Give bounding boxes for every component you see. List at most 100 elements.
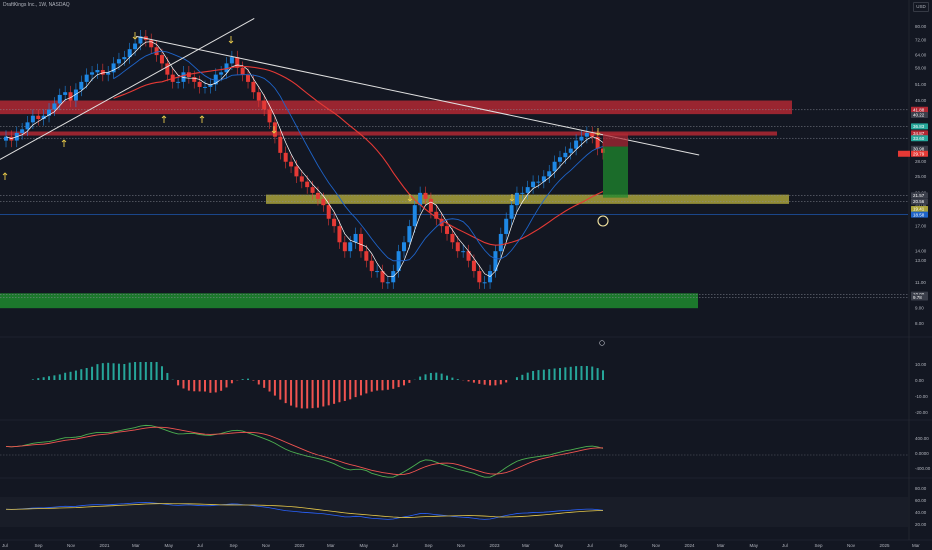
candle-body <box>208 84 213 87</box>
histogram-bar <box>182 380 185 389</box>
histogram-bar <box>542 369 545 380</box>
pivot-arrow-icon <box>595 128 601 136</box>
candle-body <box>278 136 283 153</box>
time-axis-label: May <box>555 543 564 548</box>
histogram-bar <box>295 380 298 408</box>
time-axis-label: Jul <box>587 543 593 548</box>
time-axis-label: Mar <box>912 543 920 548</box>
histogram-bar <box>515 377 518 380</box>
price-axis-label: 8.00 <box>915 321 924 326</box>
price-axis-label: 13.00 <box>915 258 927 263</box>
candle-body <box>224 63 229 73</box>
time-axis-label: Sep <box>35 543 44 548</box>
candle-body <box>493 251 498 272</box>
candle-body <box>310 187 315 193</box>
histogram-bar <box>284 380 287 404</box>
osc1-axis-label: -20.00 <box>915 410 928 415</box>
candle-body <box>20 129 25 133</box>
histogram-bar <box>467 380 470 382</box>
histogram-bar <box>569 366 572 380</box>
histogram-bar <box>376 380 379 391</box>
histogram-bar <box>343 380 346 401</box>
price-tag <box>911 211 928 218</box>
candle-body <box>251 81 256 93</box>
risk-box <box>603 133 628 147</box>
candle-body <box>337 226 342 243</box>
histogram-bar <box>526 372 529 380</box>
candle-body <box>321 198 326 206</box>
candle-body <box>461 251 466 253</box>
rsi-axis-label: 80.00 <box>915 486 927 491</box>
candle-body <box>165 63 170 75</box>
time-axis-label: Sep <box>620 543 629 548</box>
candle-body <box>353 233 358 243</box>
histogram-bar <box>440 373 443 380</box>
histogram-bar <box>64 372 67 380</box>
price-axis-label: 20.00 <box>915 203 927 208</box>
candle-body <box>574 140 579 149</box>
histogram-bar <box>209 380 212 393</box>
price-axis-label: 11.00 <box>915 280 926 285</box>
histogram-bar <box>144 362 147 380</box>
last-price-marker <box>898 150 910 157</box>
histogram-bar <box>532 370 535 380</box>
time-axis-label: Nov <box>847 543 856 548</box>
price-tag <box>911 198 928 205</box>
time-axis-label: 2023 <box>490 543 501 548</box>
price-axis-label: 14.00 <box>915 249 927 254</box>
symbol-title: DraftKings Inc., 1W, NASDAQ <box>3 2 70 8</box>
candle-body <box>412 205 417 227</box>
candle-body <box>283 152 288 162</box>
osc1-axis-label: 0.00 <box>915 378 924 383</box>
histogram-bar <box>575 366 578 380</box>
candle-body <box>267 109 272 123</box>
candle-body <box>315 192 320 199</box>
candle-body <box>563 152 568 158</box>
histogram-bar <box>489 380 492 386</box>
price-tag <box>911 135 928 142</box>
candle-body <box>342 242 347 252</box>
candle-body <box>229 57 234 64</box>
candle-body <box>434 211 439 219</box>
price-axis-label: 45.00 <box>915 98 927 103</box>
time-axis-label: Jul <box>782 543 788 548</box>
histogram-bar <box>247 378 250 380</box>
histogram-bar <box>419 376 422 380</box>
histogram-bar <box>386 380 389 390</box>
currency-button[interactable]: USD <box>913 2 929 12</box>
candle-body <box>90 72 95 75</box>
candle-body <box>4 136 8 141</box>
candle-body <box>197 81 202 87</box>
histogram-bar <box>160 366 163 380</box>
candle-body <box>364 251 369 261</box>
histogram-bar <box>225 380 228 388</box>
price-tag-label: 21.57 <box>913 193 925 198</box>
histogram-bar <box>279 380 282 400</box>
histogram-bar <box>456 379 459 380</box>
candle-body <box>154 47 159 56</box>
candle-body <box>375 271 380 273</box>
zone-resistance-upper <box>0 100 792 115</box>
price-tag-label: 33.60 <box>913 136 925 141</box>
candle-body <box>445 226 450 234</box>
histogram-bar <box>306 380 309 409</box>
histogram-bar <box>553 368 556 380</box>
price-tag-label: 40.22 <box>913 113 925 118</box>
histogram-bar <box>198 380 201 392</box>
candle-body <box>262 100 267 110</box>
trendline-2020-uptrend <box>0 18 255 160</box>
candle-body <box>57 94 62 104</box>
histogram-bar <box>85 368 88 380</box>
histogram-bar <box>349 380 352 400</box>
candle-body <box>299 176 304 182</box>
alert-icon <box>599 340 605 346</box>
candle-body <box>192 77 197 82</box>
candle-body <box>423 192 428 199</box>
rsi-axis-label: 40.00 <box>915 510 927 515</box>
rsi-axis-label: 60.00 <box>915 498 927 503</box>
candle-body <box>579 136 584 141</box>
pivot-arrow-icon <box>61 139 67 147</box>
histogram-bar <box>230 380 233 384</box>
zone-floor <box>0 293 698 309</box>
